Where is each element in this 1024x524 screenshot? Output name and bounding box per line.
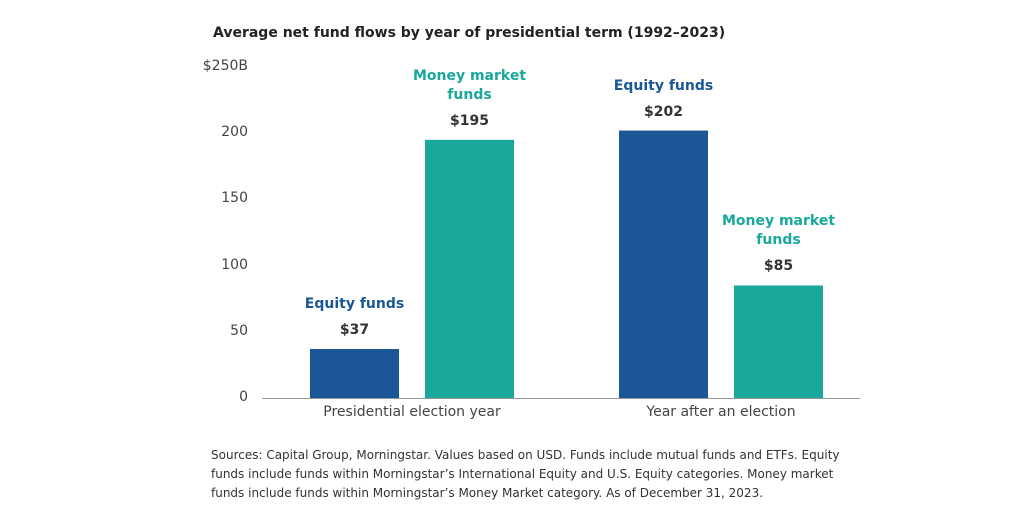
series-label: Money market funds (412, 67, 527, 103)
x-tick-label: Year after an election (646, 404, 796, 420)
x-tick-label: Presidential election year (323, 404, 501, 420)
chart-title: Average net fund flows by year of presid… (213, 25, 726, 41)
series-label: Money market funds (721, 213, 836, 249)
source-note: Sources: Capital Group, Morningstar. Val… (211, 448, 840, 500)
bar (619, 130, 708, 398)
series-label: Equity funds (613, 77, 714, 94)
bar (734, 285, 823, 398)
y-tick-label: 50 (230, 322, 248, 339)
y-tick-label: 0 (239, 389, 248, 405)
value-label: $202 (644, 103, 683, 120)
y-tick-label: 200 (221, 124, 248, 141)
bar (310, 349, 399, 398)
y-tick-label: 150 (221, 190, 248, 207)
y-tick-label: $250B (202, 58, 248, 74)
bar (425, 139, 514, 398)
value-label: $85 (763, 258, 794, 275)
value-label: $195 (450, 112, 489, 129)
value-label: $37 (339, 322, 370, 338)
y-tick-label: 100 (221, 256, 248, 273)
series-label: Equity funds (304, 296, 405, 313)
